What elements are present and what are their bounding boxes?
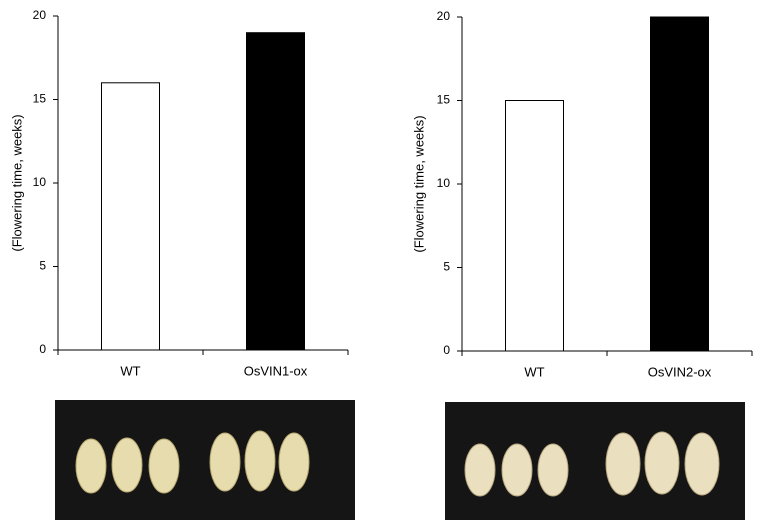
y-tick-label: 20	[33, 8, 47, 22]
bar	[246, 32, 305, 351]
y-tick-label: 20	[437, 9, 451, 23]
y-tick-label: 15	[33, 92, 47, 106]
x-tick-label: OsVIN1-ox	[244, 363, 308, 378]
y-tick-label: 10	[437, 176, 451, 190]
x-tick-label: OsVIN2-ox	[648, 364, 712, 379]
y-tick-label: 15	[437, 93, 451, 107]
y-axis-label: (Flowering time, weeks)	[411, 115, 426, 252]
y-tick-label: 10	[33, 175, 47, 189]
x-tick-label: WT	[524, 364, 544, 379]
bar	[505, 100, 564, 352]
y-tick-label: 0	[443, 343, 450, 357]
seed-photo-right	[445, 402, 745, 520]
bar	[650, 16, 709, 352]
y-tick-label: 0	[39, 342, 46, 356]
y-axis-label: (Flowering time, weeks)	[9, 114, 24, 251]
bar	[101, 82, 160, 351]
x-tick-label: WT	[120, 363, 140, 378]
seed-photo-left	[55, 400, 355, 520]
y-tick-label: 5	[443, 260, 450, 274]
y-tick-label: 5	[39, 259, 46, 273]
